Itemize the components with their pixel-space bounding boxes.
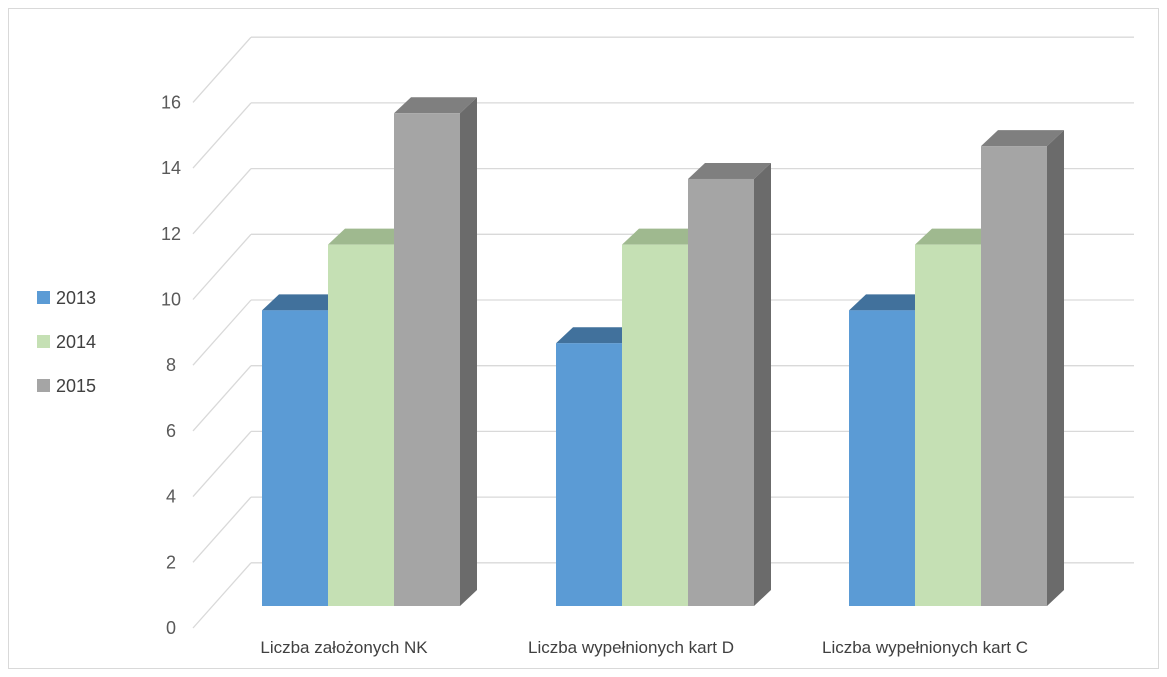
legend-label: 2014 <box>56 332 96 352</box>
y-tick-label: 12 <box>161 224 181 244</box>
y-tick-label: 2 <box>166 552 176 572</box>
bars <box>262 97 1064 606</box>
bar <box>394 97 477 606</box>
bar <box>688 162 771 606</box>
bar-top <box>849 294 932 311</box>
bar-side <box>1047 130 1064 606</box>
legend-swatch <box>37 335 50 348</box>
gridline-side <box>192 168 252 235</box>
y-tick-label: 16 <box>161 92 181 112</box>
bar-top <box>262 294 345 311</box>
legend-item: 2015 <box>37 376 96 396</box>
gridline-side <box>192 36 252 103</box>
bar-front <box>262 310 328 606</box>
y-tick-label: 8 <box>166 355 176 375</box>
bar-top <box>622 228 705 245</box>
y-tick-label: 10 <box>161 290 181 310</box>
y-tick-label: 4 <box>166 487 176 507</box>
y-tick-label: 14 <box>161 158 181 178</box>
gridline-side <box>192 365 252 432</box>
gridline-side <box>192 102 252 169</box>
bar-top <box>394 97 477 114</box>
bar-top <box>688 162 771 179</box>
bar-front <box>328 244 394 606</box>
legend-swatch <box>37 291 50 304</box>
bar-front <box>622 244 688 606</box>
y-axis-tick-labels: 0 2 4 6 8 10 12 14 16 <box>161 92 181 638</box>
gridline-side <box>192 233 252 300</box>
x-category-label: Liczba wypełnionych kart C <box>822 638 1028 657</box>
legend-item: 2013 <box>37 288 96 308</box>
x-category-label: Liczba założonych NK <box>260 638 428 657</box>
bar-front <box>556 343 622 606</box>
bar-front <box>849 310 915 606</box>
legend-label: 2013 <box>56 288 96 308</box>
x-axis-category-labels: Liczba założonych NK Liczba wypełnionych … <box>260 638 1028 657</box>
bar-top <box>556 327 639 344</box>
bar-side <box>754 162 771 606</box>
bar-side <box>460 97 477 606</box>
bar <box>981 130 1064 606</box>
bar-top <box>981 130 1064 147</box>
legend-label: 2015 <box>56 376 96 396</box>
gridline-side <box>192 562 252 629</box>
legend: 2013 2014 2015 <box>37 288 96 396</box>
gridline-side <box>192 496 252 563</box>
y-tick-label: 6 <box>166 421 176 441</box>
bar-front <box>981 146 1047 606</box>
bar-front <box>915 244 981 606</box>
bar-front <box>394 113 460 606</box>
chart-frame: 0 2 4 6 8 10 12 14 16 Liczba założonych NK Liczba… <box>8 8 1159 669</box>
x-category-label: Liczba wypełnionych kart D <box>528 638 734 657</box>
gridline-side <box>192 430 252 498</box>
bar-front <box>688 178 754 606</box>
legend-swatch <box>37 379 50 392</box>
bar-top <box>915 228 998 245</box>
y-tick-label: 0 <box>166 618 176 638</box>
gridline-side <box>192 299 252 366</box>
legend-item: 2014 <box>37 332 96 352</box>
bar-top <box>328 228 411 245</box>
